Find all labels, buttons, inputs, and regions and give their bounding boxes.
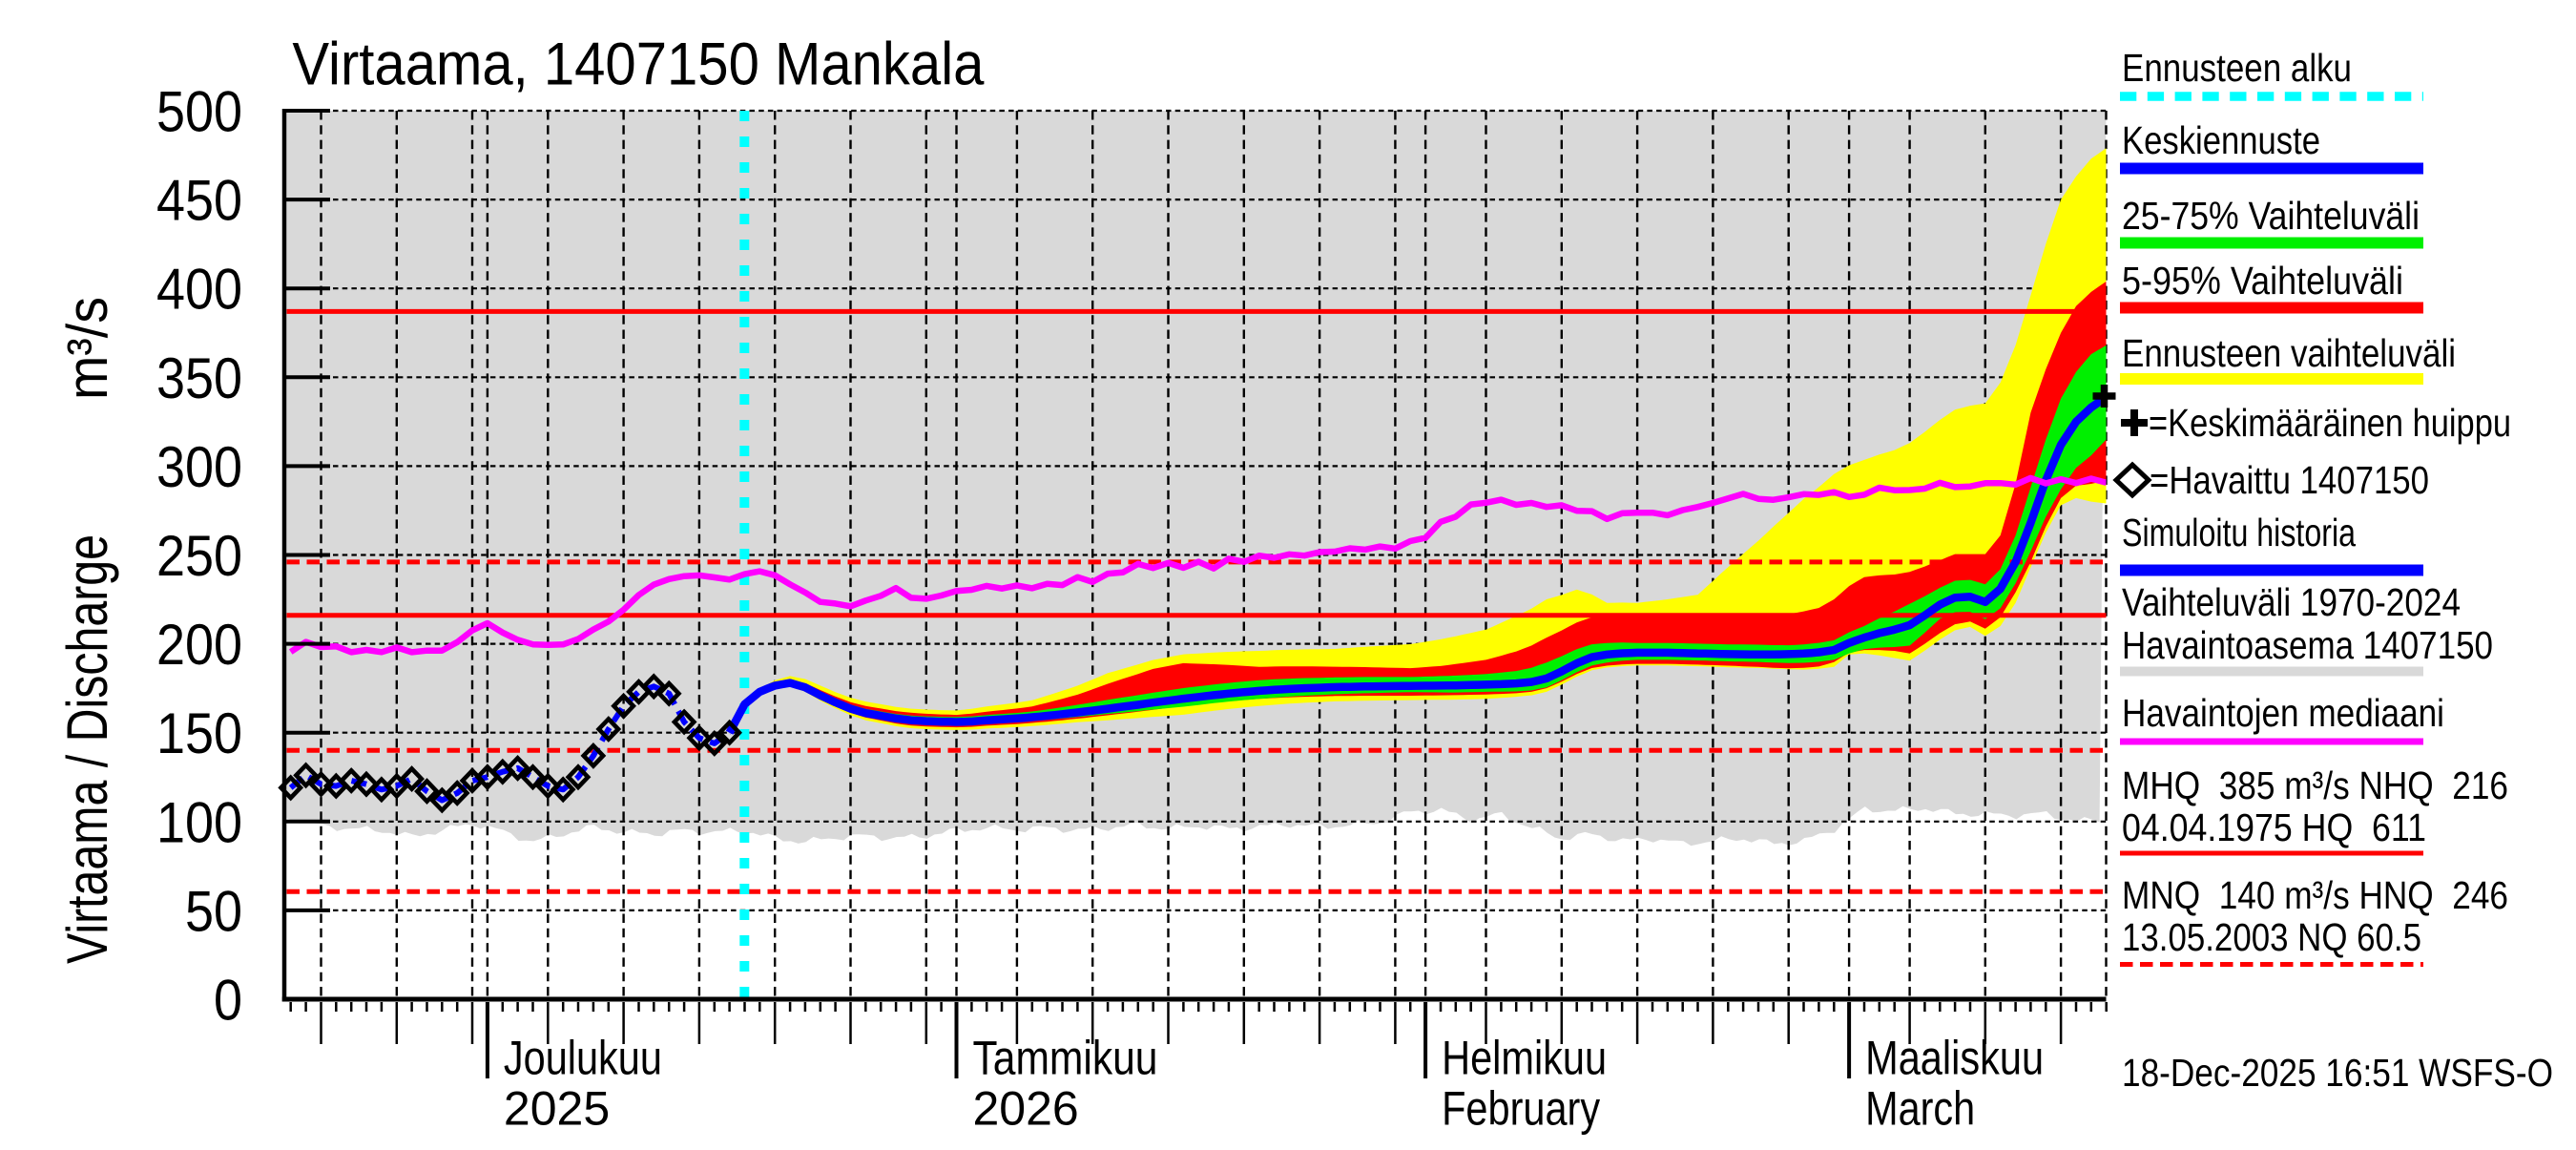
svg-text:250: 250 (156, 524, 242, 588)
svg-text:=Havaittu 1407150: =Havaittu 1407150 (2150, 458, 2429, 502)
svg-text:400: 400 (156, 258, 242, 322)
svg-text:Virtaama / Discharge: Virtaama / Discharge (55, 534, 119, 964)
svg-text:5-95% Vaihteluväli: 5-95% Vaihteluväli (2122, 259, 2403, 303)
svg-text:Virtaama, 1407150 Mankala: Virtaama, 1407150 Mankala (292, 31, 985, 97)
svg-text:Tammikuu: Tammikuu (972, 1032, 1157, 1085)
svg-text:100: 100 (156, 790, 242, 854)
svg-text:Ennusteen alku: Ennusteen alku (2122, 46, 2352, 90)
svg-text:300: 300 (156, 435, 242, 499)
svg-text:0: 0 (214, 969, 242, 1033)
svg-text:Ennusteen vaihteluväli: Ennusteen vaihteluväli (2122, 331, 2456, 375)
svg-text:MNQ 140 m³/s HNQ 246: MNQ 140 m³/s HNQ 246 (2122, 873, 2508, 917)
svg-text:Keskiennuste: Keskiennuste (2122, 118, 2320, 162)
svg-text:350: 350 (156, 346, 242, 410)
svg-text:Simuloitu historia: Simuloitu historia (2122, 511, 2356, 554)
svg-text:2025: 2025 (504, 1082, 610, 1136)
svg-text:Joulukuu: Joulukuu (504, 1032, 662, 1085)
svg-text:500: 500 (156, 80, 242, 144)
svg-text:2026: 2026 (972, 1082, 1078, 1136)
svg-text:Maaliskuu: Maaliskuu (1865, 1032, 2044, 1085)
svg-text:18-Dec-2025 16:51 WSFS-O: 18-Dec-2025 16:51 WSFS-O (2122, 1051, 2553, 1095)
svg-text:450: 450 (156, 169, 242, 233)
svg-text:25-75% Vaihteluväli: 25-75% Vaihteluväli (2122, 194, 2420, 238)
svg-text:50: 50 (185, 879, 242, 943)
svg-text:MHQ 385 m³/s NHQ 216: MHQ 385 m³/s NHQ 216 (2122, 763, 2508, 807)
svg-text:m³/s: m³/s (55, 297, 119, 400)
svg-text:Vaihteluväli 1970-2024: Vaihteluväli 1970-2024 (2122, 580, 2461, 624)
svg-text:150: 150 (156, 701, 242, 765)
svg-text:March: March (1865, 1082, 1975, 1136)
svg-text:13.05.2003 NQ 60.5: 13.05.2003 NQ 60.5 (2122, 915, 2421, 959)
svg-text:Helmikuu: Helmikuu (1442, 1032, 1607, 1085)
svg-text:Havaintojen mediaani: Havaintojen mediaani (2122, 691, 2444, 735)
svg-text:200: 200 (156, 613, 242, 677)
svg-text:February: February (1442, 1082, 1600, 1136)
svg-text:Havaintoasema 1407150: Havaintoasema 1407150 (2122, 623, 2493, 667)
svg-text:04.04.1975 HQ 611: 04.04.1975 HQ 611 (2122, 805, 2426, 849)
svg-text:=Keskimääräinen huippu: =Keskimääräinen huippu (2149, 401, 2511, 445)
